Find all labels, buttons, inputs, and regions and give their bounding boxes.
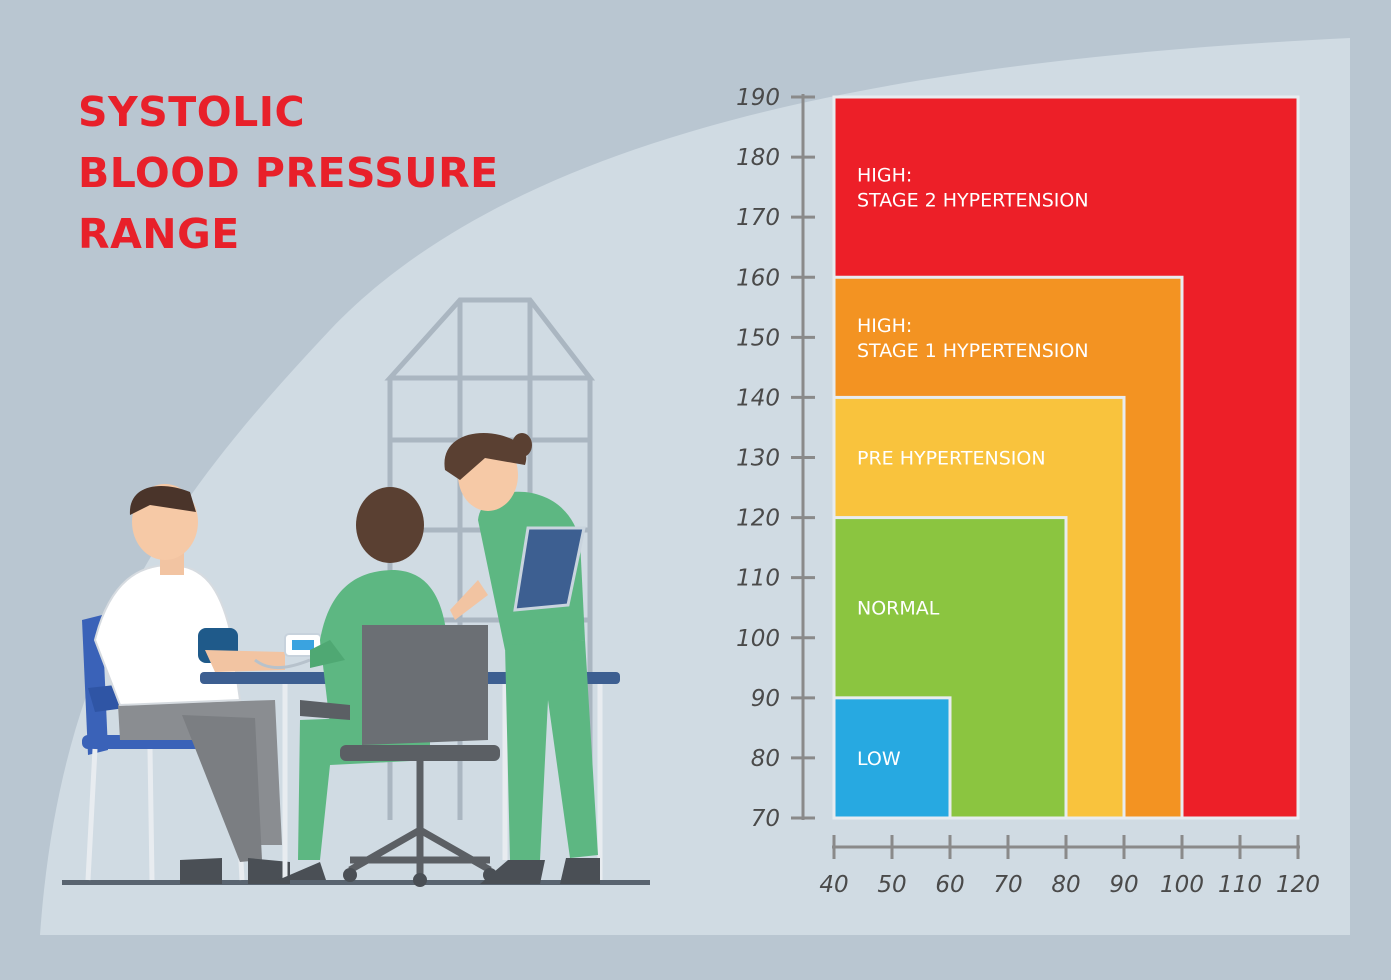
zone-label-4-line-0: LOW <box>857 748 901 770</box>
x-tick-label-6: 100 <box>1160 872 1204 898</box>
x-tick-label-1: 50 <box>877 872 906 898</box>
y-tick-label-9: 160 <box>736 265 780 291</box>
y-tick-label-3: 100 <box>736 626 780 652</box>
zone-label-0-line-1: STAGE 2 HYPERTENSION <box>857 190 1089 212</box>
y-tick-label-5: 120 <box>736 506 780 532</box>
x-axis-ticks: 40 50 60 70 80 90 100 110 120 <box>819 835 1320 898</box>
x-tick-label-2: 60 <box>935 872 964 898</box>
title-line-2: BLOOD PRESSURE <box>78 149 499 197</box>
y-tick-label-12: 190 <box>736 85 780 111</box>
y-tick-label-8: 150 <box>736 325 780 351</box>
clipboard-icon <box>513 526 586 612</box>
x-tick-label-8: 120 <box>1276 872 1320 898</box>
x-tick-label-0: 40 <box>819 872 848 898</box>
zone-labels: HIGH: STAGE 2 HYPERTENSION HIGH: STAGE 1 HY… <box>857 165 1089 770</box>
title-line-1: SYSTOLIC <box>78 88 306 136</box>
y-tick-label-1: 80 <box>751 746 780 772</box>
page-title: SYSTOLIC BLOOD PRESSURE RANGE <box>78 82 499 265</box>
zone-label-3-line-0: NORMAL <box>857 598 940 620</box>
patient-icon <box>93 484 290 884</box>
y-tick-label-10: 170 <box>736 205 780 231</box>
y-tick-label-7: 140 <box>736 385 780 411</box>
zone-label-0-line-0: HIGH: <box>857 165 912 187</box>
x-tick-label-3: 70 <box>993 872 1022 898</box>
zone-label-2-line-0: PRE HYPERTENSION <box>857 448 1046 470</box>
floor-line <box>62 880 650 885</box>
y-tick-label-11: 180 <box>736 145 780 171</box>
y-tick-label-2: 90 <box>751 686 780 712</box>
y-axis-ticks: 70 80 90 100 110 120 130 140 150 160 170 180 190 <box>736 85 815 832</box>
zone-area-4 <box>832 696 952 820</box>
y-tick-label-0: 70 <box>751 806 780 832</box>
x-tick-label-5: 90 <box>1109 872 1138 898</box>
title-line-3: RANGE <box>78 210 240 258</box>
y-tick-label-4: 110 <box>736 566 780 592</box>
x-tick-label-7: 110 <box>1218 872 1262 898</box>
zone-areas <box>832 95 1300 820</box>
office-chair-icon <box>300 625 500 887</box>
zone-label-1-line-1: STAGE 1 HYPERTENSION <box>857 340 1089 362</box>
y-tick-label-6: 130 <box>736 446 780 472</box>
zone-label-1-line-0: HIGH: <box>857 315 912 337</box>
x-tick-label-4: 80 <box>1051 872 1080 898</box>
